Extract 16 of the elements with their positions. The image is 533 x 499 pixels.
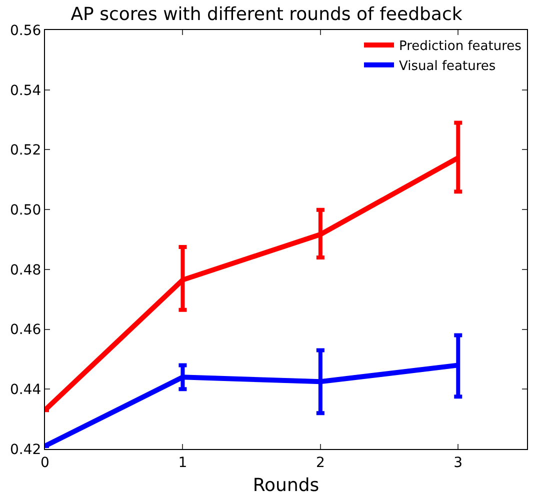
- y-tick-label: 0.44: [10, 382, 42, 398]
- x-tick-label: 1: [178, 454, 188, 471]
- chart-title: AP scores with different rounds of feedback: [70, 4, 463, 26]
- y-tick-label: 0.56: [10, 22, 42, 39]
- y-tick-label: 0.48: [10, 262, 42, 278]
- legend-label: Prediction features: [399, 39, 522, 54]
- x-tick-label: 2: [316, 454, 325, 471]
- y-tick-label: 0.46: [10, 322, 42, 338]
- y-tick-label: 0.42: [10, 442, 42, 458]
- legend-label: Visual features: [399, 58, 496, 74]
- x-tick-label: 3: [454, 454, 463, 471]
- x-axis-title: Rounds: [252, 474, 320, 496]
- y-tick-label: 0.52: [10, 142, 42, 159]
- y-tick-label: 0.50: [10, 202, 42, 218]
- y-tick-label: 0.54: [10, 82, 42, 99]
- x-tick-label: 0: [40, 454, 50, 471]
